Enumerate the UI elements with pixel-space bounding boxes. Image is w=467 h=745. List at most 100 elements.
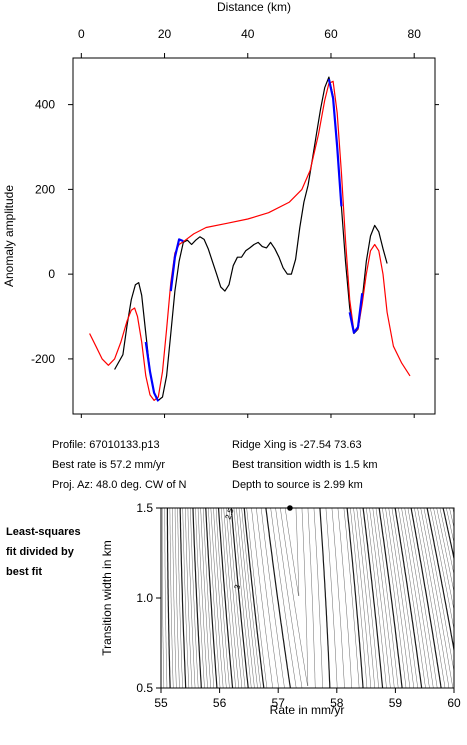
contour-line-right bbox=[369, 508, 391, 688]
side-note-line-3: best fit bbox=[6, 566, 42, 578]
top-y-tick-label: 200 bbox=[35, 182, 55, 196]
contour-line-right bbox=[359, 508, 379, 688]
contour-line-right bbox=[404, 508, 434, 688]
contour-line-right bbox=[378, 508, 403, 688]
bottom-y-tick-label: 0.5 bbox=[136, 681, 153, 695]
contour-line-right bbox=[319, 508, 331, 688]
contour-line-right bbox=[301, 508, 309, 687]
contour-line-left bbox=[166, 508, 171, 688]
contour-line-right bbox=[331, 508, 345, 688]
side-note: Least-squares fit divided by best fit bbox=[6, 526, 81, 578]
contour-line-left bbox=[251, 508, 273, 688]
bottom-x-ticks: 55 56 57 58 59 60 bbox=[154, 688, 461, 710]
top-y-tick-label: 0 bbox=[48, 267, 55, 281]
contour-line-left bbox=[217, 508, 234, 688]
top-y-tick-label: -200 bbox=[31, 352, 55, 366]
top-x-tick-label: 40 bbox=[241, 27, 255, 41]
fit-window-segment bbox=[169, 238, 184, 292]
contour-line-left bbox=[202, 508, 215, 688]
observed-profile-line bbox=[114, 76, 388, 401]
contour-line-right bbox=[417, 508, 450, 688]
contour-line-right bbox=[362, 508, 384, 688]
contour-line-left bbox=[270, 508, 297, 688]
contour-line-left bbox=[233, 508, 252, 688]
contour-line-left bbox=[208, 508, 221, 688]
bottom-y-tick-label: 1.0 bbox=[136, 591, 153, 605]
synthetic-model-line bbox=[89, 80, 411, 401]
contour-line-left bbox=[187, 508, 196, 688]
contour-line-right bbox=[426, 508, 454, 654]
contour-line-right bbox=[423, 508, 454, 673]
contour-line-right bbox=[372, 508, 395, 688]
contour-line-left bbox=[172, 508, 177, 688]
top-x-tick-label: 20 bbox=[158, 27, 172, 41]
contour-line-right bbox=[385, 508, 411, 688]
contour-line-left bbox=[126, 506, 131, 689]
contour-line-right bbox=[313, 508, 323, 688]
side-note-line-2: fit divided by bbox=[6, 546, 75, 558]
contour-line-right bbox=[439, 508, 454, 576]
top-chart: 0 20 40 60 80 -200 0 200 400 Distance (km) Anom… bbox=[2, 0, 439, 418]
contour-line-right bbox=[388, 508, 415, 688]
contour-line-left bbox=[205, 508, 218, 688]
contour-line-right bbox=[433, 508, 454, 612]
profile-name: Profile: 67010133.p13 bbox=[52, 439, 160, 451]
contour-line-right bbox=[436, 508, 454, 594]
contour-line-left bbox=[130, 506, 135, 689]
contour-line-right bbox=[442, 508, 454, 562]
projection-azimuth: Proj. Az: 48.0 deg. CW of N bbox=[52, 479, 187, 491]
contour-line-right bbox=[346, 508, 364, 688]
contour-line-left bbox=[161, 508, 165, 688]
contour-line-left bbox=[213, 508, 227, 688]
top-y-ticks: -200 0 200 400 bbox=[31, 98, 439, 366]
contour-line-left bbox=[169, 508, 174, 688]
contour-line-left bbox=[236, 508, 255, 688]
top-x-axis-label: Distance (km) bbox=[217, 0, 291, 14]
contour-line-left bbox=[190, 508, 199, 688]
contour-line-left bbox=[241, 508, 261, 688]
contour-line-left bbox=[238, 508, 258, 688]
contour-line-left bbox=[223, 508, 240, 688]
contour-line-left bbox=[185, 508, 193, 688]
contour-line-right bbox=[343, 508, 360, 688]
contour-line-left bbox=[275, 508, 303, 688]
bottom-x-tick-label: 60 bbox=[447, 696, 461, 710]
contour-line-right bbox=[382, 508, 407, 688]
bottom-y-ticks: 0.5 1.0 1.5 bbox=[136, 501, 161, 695]
top-x-tick-label: 60 bbox=[324, 27, 338, 41]
contour-line-right bbox=[394, 508, 423, 688]
contour-line-left bbox=[192, 508, 202, 688]
contour-line-left bbox=[256, 508, 279, 688]
bottom-x-tick-label: 58 bbox=[330, 696, 344, 710]
contour-line-left bbox=[114, 506, 122, 689]
best-fit-marker bbox=[287, 505, 293, 511]
contour-line-left bbox=[243, 508, 265, 688]
contour-line-left bbox=[284, 508, 299, 597]
contour-line-left bbox=[230, 508, 249, 688]
contour-line-left bbox=[210, 508, 224, 688]
contour-line-right bbox=[366, 508, 387, 688]
contour-line-right bbox=[452, 508, 454, 515]
contour-line-left bbox=[86, 506, 99, 689]
contour-line-left bbox=[220, 508, 236, 688]
contour-label-a: 2.5 bbox=[223, 507, 235, 521]
contour-line-left bbox=[177, 508, 183, 688]
ridge-crossing: Ridge Xing is -27.54 73.63 bbox=[232, 439, 362, 451]
contour-line-left bbox=[179, 508, 187, 688]
depth-to-source: Depth to source is 2.99 km bbox=[232, 479, 363, 491]
contour-line-right bbox=[353, 508, 372, 688]
contour-line-right bbox=[295, 508, 300, 597]
contour-line-left bbox=[154, 506, 155, 689]
side-note-line-1: Least-squares bbox=[6, 526, 81, 538]
top-y-tick-label: 400 bbox=[35, 98, 55, 112]
contour-line-right bbox=[420, 508, 454, 688]
contour-line-right bbox=[407, 508, 438, 688]
contour-field bbox=[86, 506, 454, 689]
contour-line-right bbox=[325, 508, 338, 688]
fit-window-segment bbox=[348, 293, 364, 334]
contour-line-left bbox=[228, 508, 246, 688]
contour-line-left bbox=[195, 508, 205, 688]
contour-line-left bbox=[280, 508, 308, 687]
bottom-x-tick-label: 56 bbox=[213, 696, 227, 710]
top-plot-frame bbox=[72, 57, 436, 415]
